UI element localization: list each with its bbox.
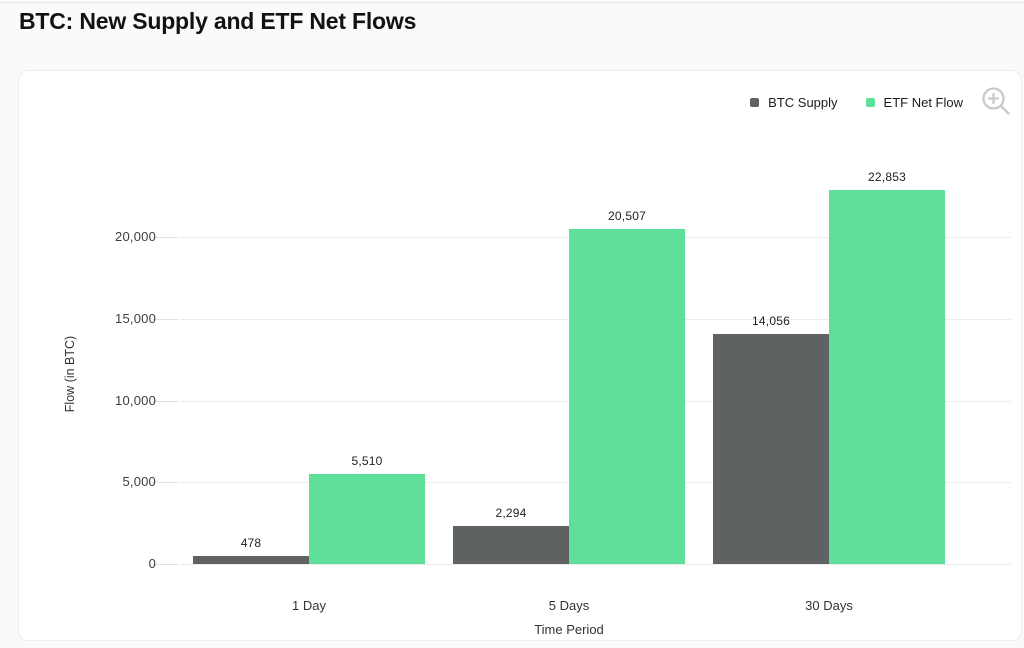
top-divider <box>0 2 1024 3</box>
zoom-in-icon[interactable] <box>980 85 1012 117</box>
x-tick-label: 30 Days <box>805 598 853 613</box>
bar-value-label: 22,853 <box>868 170 906 185</box>
legend-item-etf-net-flow[interactable]: ETF Net Flow <box>865 95 963 110</box>
y-tick-label: 20,000 <box>115 229 156 244</box>
legend-item-btc-supply[interactable]: BTC Supply <box>750 95 838 110</box>
legend-swatch-etf-net-flow <box>865 98 875 107</box>
bar-btc-supply-0[interactable] <box>193 556 309 564</box>
x-tick-label: 5 Days <box>548 598 590 613</box>
y-tick-label: 0 <box>148 556 156 571</box>
bar-btc-supply-2[interactable] <box>713 334 829 564</box>
bar-value-label: 14,056 <box>752 314 790 329</box>
y-tick <box>153 482 179 484</box>
bar-value-label: 5,510 <box>351 453 383 468</box>
y-tick <box>153 400 179 402</box>
bar-value-label: 478 <box>240 536 262 551</box>
bar-chart: 0 5,000 10,000 15,000 20,000 478 5,510 1 Day 2,2… <box>19 71 1021 640</box>
chart-legend: BTC Supply ETF Net Flow <box>750 95 963 110</box>
y-tick-label: 15,000 <box>115 310 156 326</box>
bar-btc-supply-1[interactable] <box>453 526 569 564</box>
y-axis-title: Flow (in BTC) <box>63 335 77 413</box>
bar-etf-net-flow-1[interactable] <box>569 228 685 564</box>
y-tick <box>153 237 179 238</box>
legend-label-etf-net-flow: ETF Net Flow <box>883 95 963 110</box>
bar-value-label: 20,507 <box>608 208 646 223</box>
y-tick-label: 10,000 <box>115 392 156 408</box>
y-tick <box>153 564 179 565</box>
page-title: BTC: New Supply and ETF Net Flows <box>19 8 417 34</box>
bar-etf-net-flow-2[interactable] <box>829 190 945 564</box>
chart-card: 0 5,000 10,000 15,000 20,000 478 5,510 1 Day 2,2… <box>18 70 1022 641</box>
x-tick-label: 1 Day <box>292 598 326 613</box>
bar-etf-net-flow-0[interactable] <box>309 473 425 564</box>
legend-swatch-btc-supply <box>750 98 760 107</box>
legend-label-btc-supply: BTC Supply <box>768 95 838 110</box>
gridline <box>181 564 1011 565</box>
x-axis-title: Time Period <box>534 622 604 637</box>
y-tick-label: 5,000 <box>122 474 156 490</box>
y-tick <box>153 318 179 320</box>
bar-value-label: 2,294 <box>495 506 527 521</box>
